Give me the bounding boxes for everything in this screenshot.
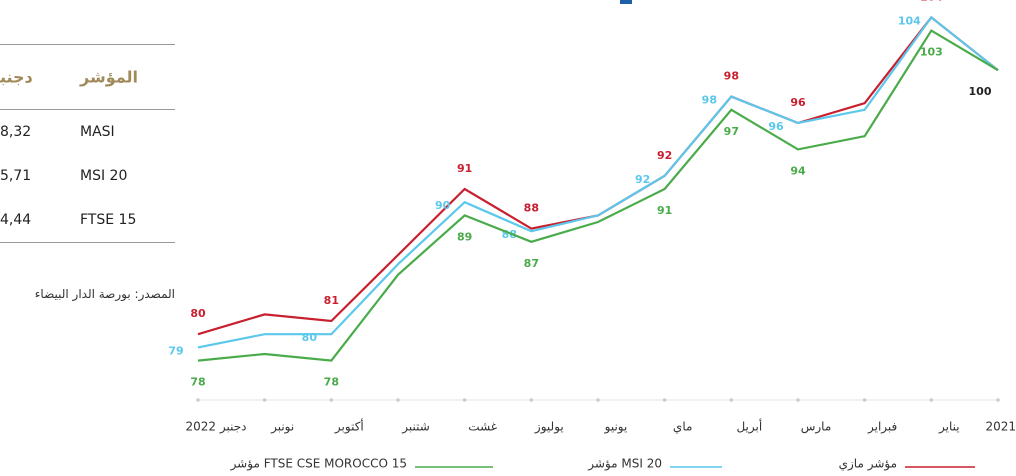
x-tick-label: يونيو: [604, 420, 628, 435]
x-tick-label: يناير: [938, 420, 960, 435]
data-label: 91: [657, 204, 672, 217]
data-label: 96: [768, 120, 784, 133]
header-cell: المؤشر: [80, 67, 138, 87]
legend-label: مؤشر FTSE CSE MOROCCO 15: [230, 457, 407, 472]
x-tick-label: ماي: [673, 420, 692, 434]
data-label: 104: [920, 0, 943, 3]
data-label: 87: [524, 257, 539, 270]
data-label: 79: [168, 344, 183, 357]
series-line: [197, 15, 999, 336]
data-label: 81: [324, 294, 339, 307]
data-label: 90: [435, 199, 451, 212]
x-tick-label: يوليوز: [534, 420, 564, 435]
data-label: 91: [457, 162, 472, 175]
source-note: المصدر: بورصة الدار البيضاء: [34, 287, 175, 301]
data-label: 92: [657, 149, 672, 162]
x-tick-label: نونبر: [270, 420, 294, 435]
index-table: دجنبر المؤشر 8,32 MASI 5,71 MSI 20 4,44 FTS…: [0, 44, 175, 243]
x-tick-label: أكتوبر: [334, 419, 364, 435]
x-tick-label: غشت: [468, 420, 497, 434]
data-label: 80: [190, 307, 206, 320]
data-label: 104: [898, 14, 921, 27]
data-label: 89: [457, 230, 472, 243]
data-label: 80: [302, 331, 318, 344]
series-line: [197, 29, 999, 362]
cell: FTSE 15: [80, 212, 137, 228]
data-label: 78: [190, 376, 205, 389]
table-row: 4,44 FTSE 15: [0, 198, 175, 242]
header-cell: دجنبر: [0, 67, 33, 87]
x-tick-dot: [929, 398, 934, 402]
x-tick-label: دجنبر 2021: [986, 420, 1016, 435]
data-label: 103: [920, 46, 943, 59]
x-tick-label: شتنبر: [401, 420, 430, 435]
table-row: 8,32 MASI: [0, 110, 175, 154]
x-tick-dot: [529, 398, 534, 402]
x-tick-label: دجنبر 2022: [186, 420, 247, 435]
data-label: 78: [324, 376, 339, 389]
data-label: 96: [790, 96, 806, 109]
x-tick-dot: [596, 398, 600, 402]
x-tick-dot: [262, 398, 267, 402]
x-tick-dot: [462, 398, 467, 402]
table-header: دجنبر المؤشر: [0, 45, 175, 110]
x-tick-dot: [796, 398, 800, 402]
cell: 8,32: [0, 124, 32, 140]
x-tick-dot: [396, 398, 400, 402]
legend-label: مؤشر MSI 20: [587, 457, 662, 472]
cell: 5,71: [0, 168, 32, 184]
x-tick-dot: [729, 398, 734, 402]
cell: MSI 20: [80, 168, 128, 184]
x-tick-label: أبريل: [736, 419, 762, 435]
data-label: 94: [790, 164, 806, 177]
cell: 4,44: [0, 212, 32, 228]
data-label: 97: [724, 125, 739, 138]
data-label: 88: [524, 202, 539, 215]
annotation: 100: [969, 85, 992, 98]
data-label: 98: [702, 94, 717, 107]
table-row: 5,71 MSI 20: [0, 154, 175, 198]
x-tick-dot: [862, 398, 867, 402]
legend-label: مؤشر مازي: [839, 457, 897, 472]
x-tick-dot: [662, 398, 667, 402]
data-label: 92: [635, 173, 650, 186]
title-fragment: [620, 0, 632, 4]
data-label: 98: [724, 70, 739, 83]
x-tick-dot: [329, 398, 334, 402]
x-tick-dot: [196, 398, 200, 402]
x-tick-label: مارس: [801, 420, 832, 435]
cell: MASI: [80, 124, 115, 140]
x-tick-label: فبراير: [867, 420, 897, 435]
series-line: [197, 15, 999, 349]
x-tick-dot: [996, 398, 1000, 402]
